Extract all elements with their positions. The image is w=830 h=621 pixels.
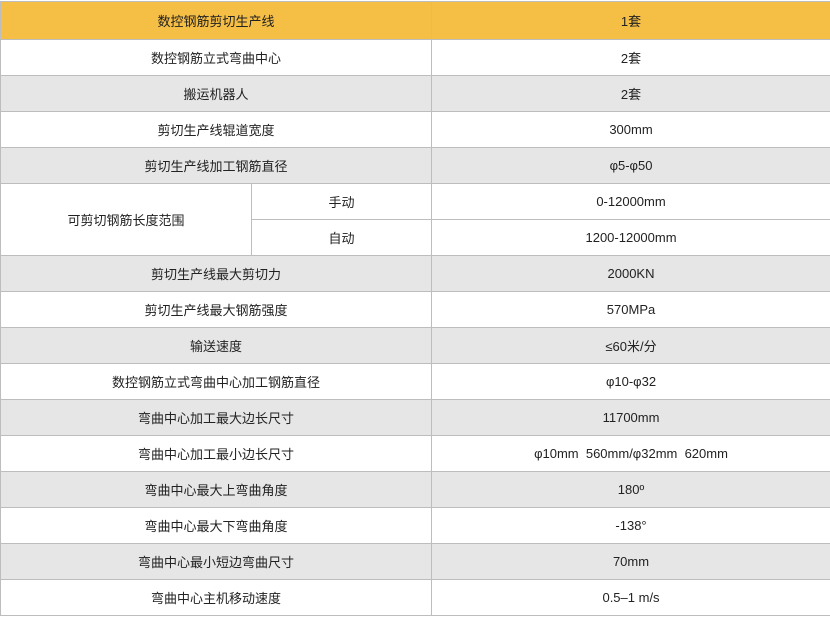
sub-value: 0-12000mm — [431, 183, 830, 220]
sub-value: 1200-12000mm — [431, 219, 830, 256]
table-row: 弯曲中心最小短边弯曲尺寸 70mm — [0, 543, 830, 580]
row-label: 数控钢筋立式弯曲中心加工钢筋直径 — [0, 363, 433, 400]
row-label: 剪切生产线最大剪切力 — [0, 255, 433, 292]
table-row: 可剪切钢筋长度范围 手动 0-12000mm — [0, 183, 830, 256]
row-label: 弯曲中心加工最小边长尺寸 — [0, 435, 433, 472]
table-row: 输送速度 ≤60米/分 — [0, 327, 830, 364]
table-row: 弯曲中心加工最小边长尺寸 φ10mm 560mm/φ32mm 620mm — [0, 435, 830, 472]
row-label: 剪切生产线最大钢筋强度 — [0, 291, 433, 328]
row-label: 弯曲中心最大下弯曲角度 — [0, 507, 433, 544]
row-value: φ10mm 560mm/φ32mm 620mm — [431, 435, 830, 472]
row-value: 0.5–1 m/s — [431, 579, 830, 616]
row-value: 70mm — [431, 543, 830, 580]
table-row: 弯曲中心最大上弯曲角度 180º — [0, 471, 830, 508]
row-label: 弯曲中心加工最大边长尺寸 — [0, 399, 433, 436]
row-value: φ10-φ32 — [431, 363, 830, 400]
row-label: 数控钢筋立式弯曲中心 — [0, 39, 433, 76]
table-row: 剪切生产线最大剪切力 2000KN — [0, 255, 830, 292]
row-label: 弯曲中心最小短边弯曲尺寸 — [0, 543, 433, 580]
row-value: φ5-φ50 — [431, 147, 830, 184]
table-row: 弯曲中心最大下弯曲角度 -138° — [0, 507, 830, 544]
table-row: 自动 1200-12000mm — [1, 219, 830, 256]
row-label: 输送速度 — [0, 327, 433, 364]
row-value: 2套 — [431, 39, 830, 76]
row-value: 11700mm — [431, 399, 830, 436]
table-row: 弯曲中心加工最大边长尺寸 11700mm — [0, 399, 830, 436]
row-label: 搬运机器人 — [0, 75, 433, 112]
header-label: 数控钢筋剪切生产线 — [0, 1, 433, 40]
table-row: 弯曲中心主机移动速度 0.5–1 m/s — [0, 579, 830, 616]
header-value: 1套 — [431, 1, 830, 40]
table-row: 搬运机器人 2套 — [0, 75, 830, 112]
table-row: 剪切生产线最大钢筋强度 570MPa — [0, 291, 830, 328]
table-header-row: 数控钢筋剪切生产线 1套 — [0, 1, 830, 40]
sub-label: 自动 — [250, 219, 433, 256]
table-row: 数控钢筋立式弯曲中心 2套 — [0, 39, 830, 76]
row-label: 剪切生产线加工钢筋直径 — [0, 147, 433, 184]
row-value: 2000KN — [431, 255, 830, 292]
row-value: 570MPa — [431, 291, 830, 328]
row-value: ≤60米/分 — [431, 327, 830, 364]
table-row: 剪切生产线加工钢筋直径 φ5-φ50 — [0, 147, 830, 184]
row-value: -138° — [431, 507, 830, 544]
row-label: 剪切生产线辊道宽度 — [0, 111, 433, 148]
row-value: 180º — [431, 471, 830, 508]
row-value: 2套 — [431, 75, 830, 112]
row-label: 弯曲中心主机移动速度 — [0, 579, 433, 616]
table-row: 数控钢筋立式弯曲中心加工钢筋直径 φ10-φ32 — [0, 363, 830, 400]
row-value: 300mm — [431, 111, 830, 148]
merged-label: 可剪切钢筋长度范围 — [0, 183, 252, 256]
sub-label: 手动 — [250, 183, 433, 220]
table-row: 剪切生产线辊道宽度 300mm — [0, 111, 830, 148]
row-label: 弯曲中心最大上弯曲角度 — [0, 471, 433, 508]
